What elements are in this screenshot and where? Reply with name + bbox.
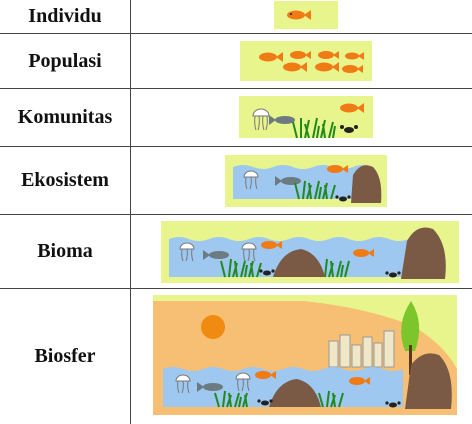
- row-populasi: Populasi: [0, 34, 472, 89]
- row-individu: Individu: [0, 0, 472, 34]
- label-individu: Individu: [0, 0, 131, 33]
- sun-icon: [201, 315, 225, 339]
- illustration-ekosistem: [131, 147, 472, 214]
- label-ekosistem: Ekosistem: [0, 147, 131, 214]
- illustration-bioma: [131, 215, 472, 288]
- illustration-individu: [131, 0, 472, 33]
- illustration-komunitas: [131, 89, 472, 146]
- row-biosfer: Biosfer: [0, 289, 472, 424]
- ecosystem-icon: [225, 155, 387, 207]
- illustration-populasi: [131, 34, 472, 88]
- biosphere-icon: [153, 295, 457, 415]
- school-of-fish-icon: [240, 41, 372, 81]
- illustration-biosfer: [131, 289, 472, 424]
- row-ekosistem: Ekosistem: [0, 147, 472, 215]
- biome-icon: [161, 221, 459, 283]
- single-fish-icon: [274, 1, 338, 29]
- label-biosfer: Biosfer: [0, 289, 131, 424]
- label-komunitas: Komunitas: [0, 89, 131, 146]
- label-populasi: Populasi: [0, 34, 131, 88]
- row-komunitas: Komunitas: [0, 89, 472, 147]
- community-icon: [239, 96, 373, 138]
- row-bioma: Bioma: [0, 215, 472, 289]
- label-bioma: Bioma: [0, 215, 131, 288]
